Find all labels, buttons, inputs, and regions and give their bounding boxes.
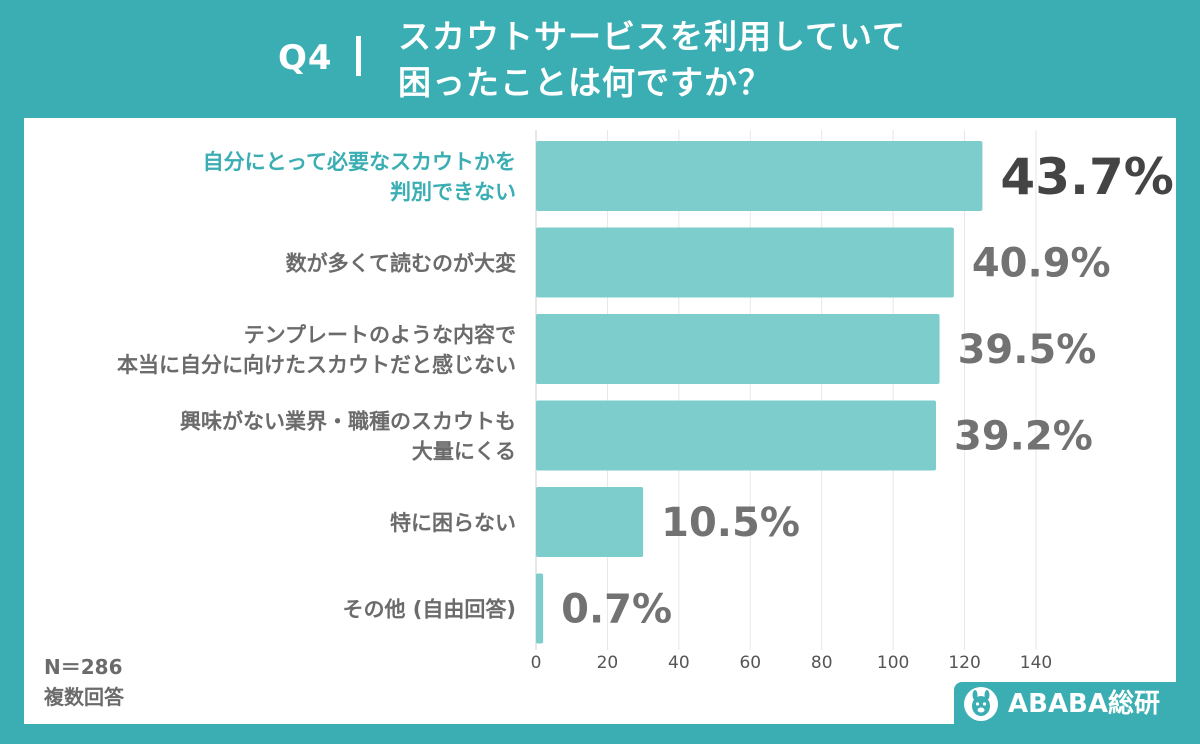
value-label-1: 40.9% [972, 241, 1111, 287]
category-label-0-line-0: 自分にとって必要なスカウトかを [203, 150, 516, 174]
bar-0 [536, 141, 983, 211]
x-tick-label-0: 0 [531, 653, 542, 673]
category-label-4-line-0: 特に困らない [390, 511, 516, 535]
x-tick-label-2: 40 [668, 653, 690, 673]
x-tick-label-5: 100 [877, 653, 909, 673]
category-label-1-line-0: 数が多くて読むのが大変 [286, 252, 516, 276]
value-label-5: 0.7% [561, 587, 672, 633]
footnote: N＝286 複数回答 [44, 652, 124, 712]
category-label-5: その他 (自由回答) [342, 598, 516, 622]
sample-size: N＝286 [44, 655, 123, 679]
header: Q4 スカウトサービスを利用していて 困ったことは何ですか？ [0, 0, 1200, 118]
x-tick-label-6: 120 [948, 653, 980, 673]
category-label-2: テンプレートのような内容で本当に自分に向けたスカウトだと感じない [117, 323, 516, 377]
question-title: スカウトサービスを利用していて 困ったことは何ですか？ [398, 14, 906, 106]
category-label-2-line-0: テンプレートのような内容で [244, 323, 516, 347]
question-title-line-1: スカウトサービスを利用していて [398, 17, 907, 56]
x-tick-label-1: 20 [597, 653, 619, 673]
category-label-5-line-0: その他 (自由回答) [342, 598, 516, 622]
brand-name: ABABA総研 [1008, 689, 1161, 719]
category-label-3-line-1: 大量にくる [412, 440, 516, 464]
category-label-0-line-1: 判別できない [390, 180, 516, 204]
title-divider [356, 36, 361, 76]
bar-3 [536, 400, 936, 471]
category-label-1: 数が多くて読むのが大変 [286, 252, 516, 276]
bar-4 [536, 487, 644, 557]
brand-badge: ABABA総研 [954, 682, 1176, 726]
value-label-3: 39.2% [954, 414, 1093, 460]
response-note: 複数回答 [44, 685, 124, 709]
question-label: Q4 [278, 38, 333, 78]
category-label-4: 特に困らない [390, 511, 516, 535]
bar-2 [536, 314, 940, 384]
x-tick-label-7: 140 [1020, 653, 1052, 673]
x-tick-label-4: 80 [811, 653, 833, 673]
value-label-4: 10.5% [661, 500, 800, 546]
category-label-3-line-0: 興味がない業界・職種のスカウトも [180, 410, 516, 434]
x-tick-label-3: 60 [739, 653, 761, 673]
category-label-0: 自分にとって必要なスカウトかを判別できない [203, 150, 516, 204]
category-label-2-line-1: 本当に自分に向けたスカウトだと感じない [117, 353, 516, 377]
category-label-3: 興味がない業界・職種のスカウトも大量にくる [180, 410, 516, 464]
value-label-2: 39.5% [958, 327, 1097, 373]
bar-1 [536, 227, 954, 298]
value-label-0: 43.7% [1000, 148, 1173, 206]
alpaca-logo-icon [964, 687, 998, 721]
question-title-line-2: 困ったことは何ですか？ [398, 63, 772, 102]
bar-5 [536, 573, 544, 644]
